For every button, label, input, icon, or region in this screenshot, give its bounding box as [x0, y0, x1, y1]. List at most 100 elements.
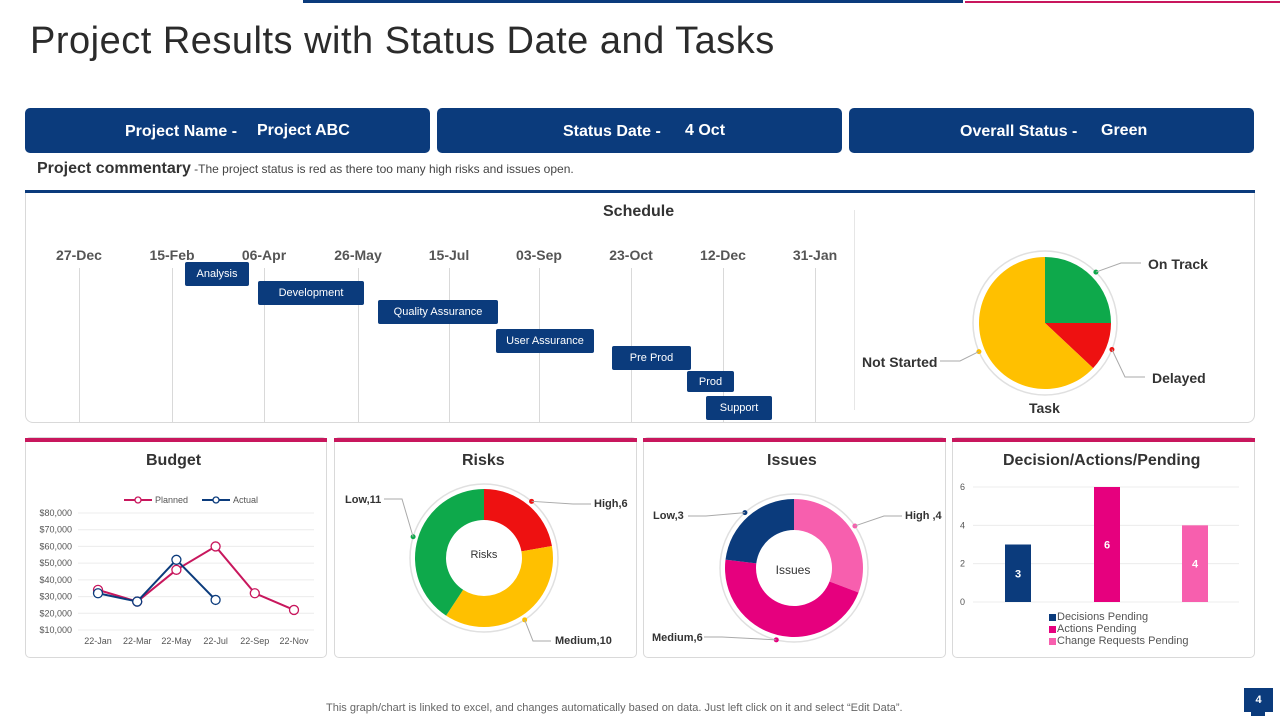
card-accent: [334, 438, 637, 442]
budget-y-tick: $40,000: [39, 575, 72, 585]
legend-change-requests-pending: Change Requests Pending: [1057, 635, 1189, 647]
commentary-label: Project commentary: [37, 160, 191, 177]
issues-label-high: High ,4: [905, 510, 942, 522]
donut-leader-line: [688, 512, 745, 517]
dec-bar-value: 3: [1015, 568, 1021, 580]
schedule-date: 27-Dec: [56, 247, 102, 263]
budget-line-chart[interactable]: $10,000 $20,000 $30,000 $40,000 $50,000 $60,0…: [26, 480, 326, 655]
task-bar-user-assurance[interactable]: User Assurance: [496, 329, 594, 353]
risks-slice-high[interactable]: [484, 489, 552, 552]
footnote: This graph/chart is linked to excel, and…: [326, 702, 903, 714]
budget-point-actual[interactable]: [132, 596, 143, 607]
project-name-box: Project Name - Project ABC: [25, 108, 430, 153]
legend-swatch: [1049, 626, 1056, 633]
budget-point-planned[interactable]: [210, 541, 221, 552]
card-accent: [643, 438, 946, 442]
dec-bar[interactable]: [1005, 544, 1031, 603]
donut-leader-line: [704, 636, 777, 641]
issues-slice-high[interactable]: [794, 499, 863, 593]
donut-leader-line: [524, 619, 551, 642]
overall-status-label: Overall Status -: [960, 123, 1078, 140]
budget-y-tick: $70,000: [39, 525, 72, 535]
schedule-gridline: [172, 268, 173, 423]
budget-legend-label: Planned: [155, 495, 188, 505]
pie-slice-not-started[interactable]: [979, 257, 1094, 389]
dec-y-tick: 0: [960, 597, 965, 607]
budget-y-tick: $80,000: [39, 508, 72, 518]
status-date-box: Status Date - 4 Oct: [437, 108, 842, 153]
risks-title: Risks: [462, 452, 505, 469]
pie-leader-dot: [1109, 347, 1115, 353]
donut-leader-line: [531, 500, 591, 505]
budget-point-actual[interactable]: [171, 554, 182, 565]
pie-label-not-started: Not Started: [862, 354, 938, 370]
pie-label-delayed: Delayed: [1152, 370, 1206, 386]
donut-leader-line: [854, 515, 902, 527]
task-bar-development[interactable]: Development: [258, 281, 364, 305]
task-bar-analysis[interactable]: Analysis: [185, 262, 249, 286]
budget-series-line-actual[interactable]: [97, 558, 217, 603]
task-status-pie[interactable]: [855, 240, 1255, 420]
budget-point-planned[interactable]: [249, 588, 260, 599]
pie-slice-delayed[interactable]: [1045, 323, 1111, 369]
legend-actions-pending: Actions Pending: [1057, 623, 1137, 635]
overall-status-value: Green: [1101, 122, 1148, 139]
issues-slice-medium[interactable]: [725, 559, 859, 637]
risks-label-low: Low,11: [345, 494, 382, 506]
issues-donut-chart[interactable]: [644, 475, 944, 655]
pie-label-on-track: On Track: [1148, 256, 1208, 272]
risks-slice-medium[interactable]: [446, 546, 553, 627]
schedule-separator: [854, 210, 855, 410]
budget-point-actual[interactable]: [92, 588, 104, 599]
budget-point-planned[interactable]: [288, 604, 300, 616]
issues-slice-low[interactable]: [725, 499, 794, 564]
issues-title: Issues: [767, 452, 817, 469]
overall-status-box: Overall Status - Green: [849, 108, 1254, 153]
issues-center-label: Issues: [775, 563, 811, 577]
task-bar-pre-prod[interactable]: Pre Prod: [612, 346, 691, 370]
schedule-date: 26-May: [334, 247, 382, 263]
pie-leader-line: [1111, 349, 1145, 378]
budget-x-tick: 22-Jan: [84, 636, 112, 646]
risks-donut-chart[interactable]: [335, 475, 635, 655]
schedule-date: 12-Dec: [700, 247, 746, 263]
issues-label-medium: Medium,6: [652, 632, 703, 644]
schedule-date: 06-Apr: [241, 247, 287, 263]
schedule-gridline: [264, 268, 265, 423]
project-name-value: Project ABC: [257, 122, 350, 139]
pie-slice-on-track[interactable]: [1045, 257, 1111, 323]
budget-x-tick: 22-May: [161, 636, 192, 646]
budget-legend-label: Actual: [233, 495, 258, 505]
task-bar-support[interactable]: Support: [706, 396, 772, 420]
decisions-title: Decision/Actions/Pending: [1003, 452, 1201, 469]
project-commentary: Project commentary -The project status i…: [37, 160, 574, 178]
risks-label-high: High,6: [594, 498, 628, 510]
risks-slice-low[interactable]: [414, 489, 484, 616]
dec-bar[interactable]: [1182, 525, 1208, 602]
budget-point-planned[interactable]: [171, 564, 182, 575]
dec-bar[interactable]: [1094, 487, 1120, 602]
page-number: 4: [1244, 688, 1273, 712]
task-bar-quality-assurance[interactable]: Quality Assurance: [378, 300, 498, 324]
budget-x-tick: 22-Jul: [203, 636, 228, 646]
budget-point-actual[interactable]: [210, 594, 221, 606]
legend-swatch: [1049, 614, 1056, 621]
decisions-bar-chart[interactable]: 0 2 4 6 3 6 4: [953, 475, 1253, 655]
dec-y-tick: 4: [960, 520, 965, 530]
budget-y-tick: $20,000: [39, 608, 72, 618]
issues-label-low: Low,3: [653, 510, 684, 522]
budget-y-tick: $30,000: [39, 592, 72, 602]
risks-center-label: Risks: [470, 549, 498, 561]
budget-card: [25, 437, 327, 658]
budget-y-tick: $60,000: [39, 541, 72, 551]
donut-leader-dot: [773, 637, 779, 643]
budget-x-tick: 22-Mar: [123, 636, 152, 646]
legend-decisions-pending: Decisions Pending: [1057, 611, 1149, 623]
budget-legend-marker: [134, 496, 142, 504]
task-bar-prod[interactable]: Prod: [687, 371, 734, 392]
pie-leader-dot: [976, 349, 982, 355]
schedule-date: 23-Oct: [609, 247, 653, 263]
top-accent-bar-pink: [965, 1, 1280, 3]
project-name-label: Project Name -: [125, 123, 238, 140]
